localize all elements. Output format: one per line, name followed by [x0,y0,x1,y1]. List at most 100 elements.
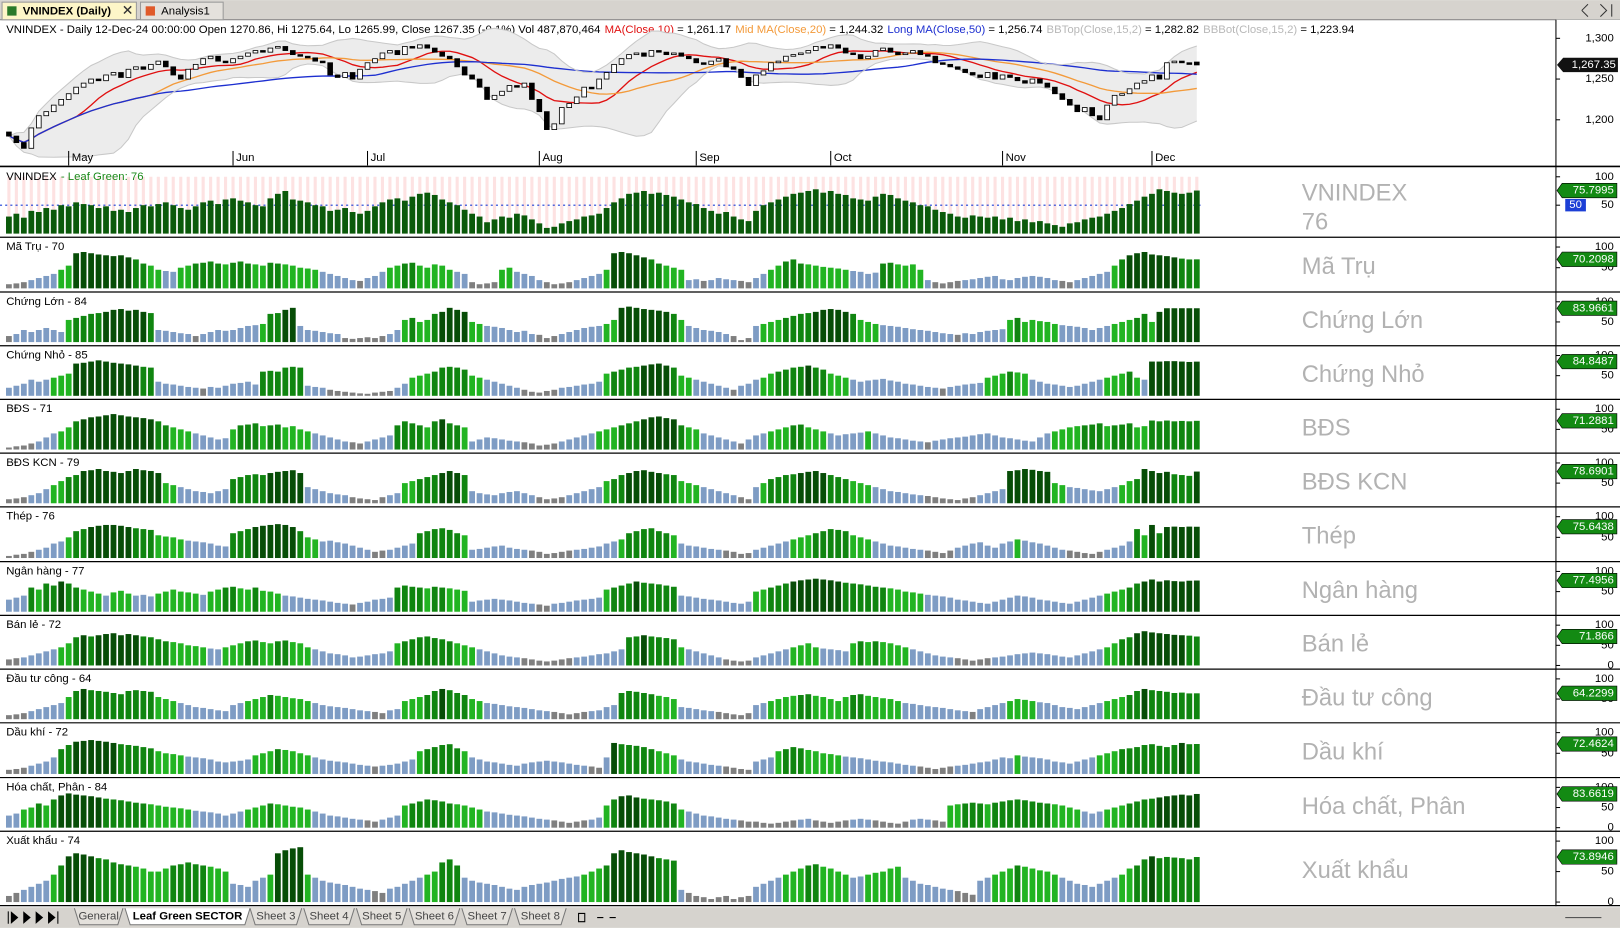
bar [618,693,625,720]
bar [424,799,431,828]
tab-label[interactable]: VNINDEX (Daily) [23,5,112,17]
sheet-tab-label[interactable]: Sheet 5 [362,911,401,923]
bar [252,587,259,612]
bar [50,757,57,774]
bar [1193,420,1200,450]
bar [723,493,730,504]
bar [155,805,162,828]
bar [491,703,498,720]
sheet-tab-label[interactable]: Sheet 3 [256,911,295,923]
bar [670,535,677,559]
sheet-tab[interactable] [249,908,303,926]
bar [1051,705,1058,720]
bar [910,384,916,396]
bar [1164,527,1170,559]
bar [297,325,304,343]
bar [409,196,416,234]
sheet-tab-label[interactable]: Sheet 6 [415,911,454,923]
bar [835,193,842,234]
bar [424,588,431,612]
bar [850,819,857,828]
bar [439,801,446,828]
bar [334,390,341,396]
bar [476,216,483,234]
sheet-tab-label[interactable]: Sheet 7 [468,911,507,923]
bar [312,433,319,450]
sheet-tab-label[interactable]: General [78,911,118,923]
bar [342,278,348,289]
sheet-icons[interactable] [578,912,616,923]
window-controls[interactable] [1581,3,1613,18]
candle [685,55,692,60]
bar [1134,801,1140,828]
bar [476,701,483,720]
sheet-nav[interactable] [7,911,59,924]
bar [387,764,393,774]
background-stripe [343,176,347,234]
tab-label[interactable]: Analysis1 [161,5,210,17]
sheet-tab-label[interactable]: Leaf Green SECTOR [133,911,243,923]
bar [655,584,662,612]
bar [6,284,12,289]
sheet-tab-label[interactable]: Sheet 4 [309,911,348,923]
bar [439,199,446,234]
bar [850,583,857,612]
sheet-tab[interactable] [303,908,355,926]
sheet-tab[interactable] [355,908,408,926]
bar [790,539,797,559]
bar [723,279,730,289]
bar [626,367,632,396]
bar [618,369,625,396]
bar [133,866,139,903]
bar [491,653,498,666]
bar [1096,491,1103,504]
sheet-tab[interactable] [514,908,567,926]
bar [850,198,857,234]
candle [1059,93,1066,100]
bar [65,265,72,289]
bar [566,386,573,396]
bar [573,493,580,504]
bar [902,439,909,450]
bar [431,313,438,343]
bar [633,853,640,903]
background-stripe [492,176,497,234]
last-value-box [1556,182,1618,199]
panel-score: - Leaf Green: 76 [61,171,144,183]
sheet-tab-label[interactable]: Sheet 8 [521,911,560,923]
bar [88,361,94,396]
tab[interactable] [139,1,224,21]
bar [476,439,483,450]
bar [245,263,251,289]
bar [685,892,692,903]
sheet-tab[interactable] [73,908,124,926]
bar [984,804,991,828]
candle [693,58,700,64]
sheet-tab[interactable] [461,908,513,926]
bar [738,715,744,720]
bar [514,657,520,666]
bar [723,550,730,559]
bar [110,862,117,903]
bar [499,763,505,774]
tab[interactable] [1,1,137,21]
bar [999,757,1006,774]
candle [715,58,722,62]
bar [708,330,715,343]
bar [469,807,476,828]
bar [842,434,849,450]
bar [633,531,640,559]
bar [319,491,326,504]
bar [872,697,879,720]
bar [162,699,169,720]
sheet-tab[interactable] [124,908,251,926]
bar [424,319,431,343]
bar [260,877,266,903]
candle [1104,104,1110,121]
bar [1007,655,1013,666]
candle [544,111,550,130]
bar [685,483,692,504]
sheet-tab[interactable] [408,908,461,926]
tab-close[interactable] [123,5,132,15]
bar [140,263,147,289]
